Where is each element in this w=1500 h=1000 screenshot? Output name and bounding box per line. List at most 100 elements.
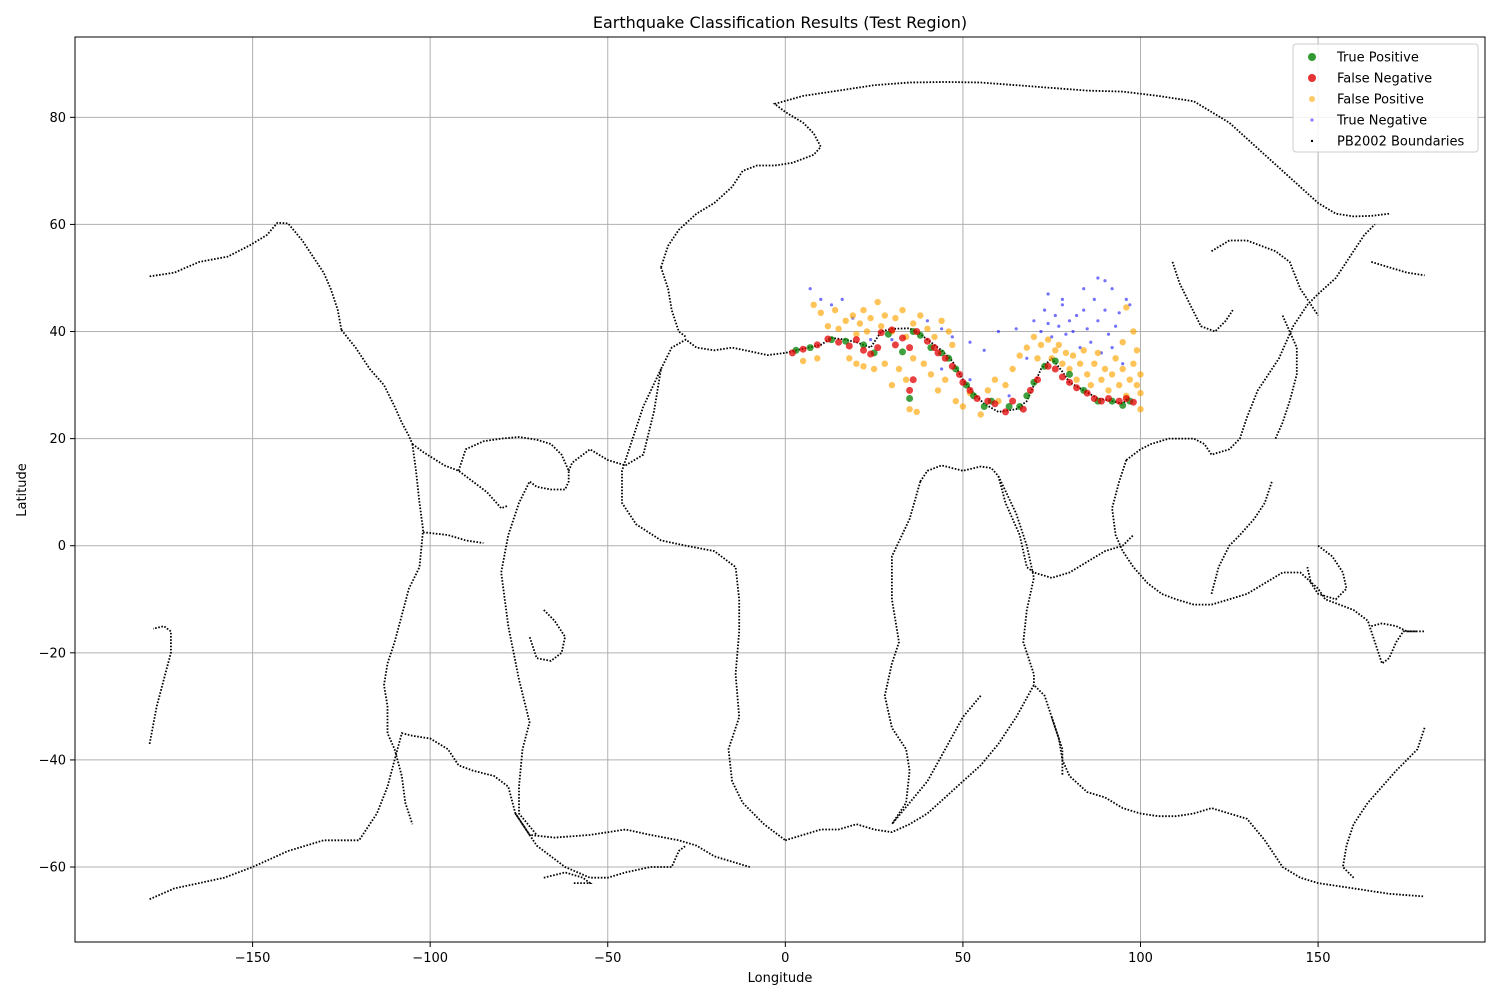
false-positive-point bbox=[1123, 304, 1130, 311]
legend-pb2002-boundaries: PB2002 Boundaries bbox=[1310, 135, 1464, 150]
false-positive-point bbox=[874, 298, 881, 306]
true-negative-point bbox=[1103, 279, 1107, 283]
true-negative-point bbox=[925, 319, 930, 323]
y-tick-label: −20 bbox=[39, 646, 66, 661]
true-negative-point bbox=[1103, 308, 1107, 312]
false-positive-point bbox=[1052, 347, 1059, 354]
false-positive-point bbox=[931, 333, 938, 341]
true-negative-point bbox=[890, 338, 894, 342]
true-negative-point bbox=[968, 378, 972, 382]
false-positive-point bbox=[1137, 406, 1144, 413]
true-negative-point bbox=[808, 287, 812, 291]
true-negative-point bbox=[1075, 313, 1079, 318]
plate-boundary-line bbox=[1125, 223, 1376, 461]
true-negative-point bbox=[1067, 319, 1072, 323]
false-negative-point bbox=[835, 338, 843, 346]
false-positive-point bbox=[831, 306, 839, 314]
legend-marker bbox=[1309, 96, 1315, 102]
true-negative-point bbox=[1032, 319, 1036, 323]
false-positive-point bbox=[853, 360, 860, 367]
x-tick-label: 50 bbox=[955, 951, 972, 966]
true-positive-point bbox=[842, 337, 850, 345]
false-positive-point bbox=[860, 363, 867, 370]
false-positive-point bbox=[824, 323, 832, 330]
y-tick-label: 80 bbox=[49, 111, 66, 126]
false-positive-point bbox=[942, 376, 949, 383]
plate-boundary-line bbox=[883, 481, 922, 825]
false-negative-point bbox=[824, 335, 832, 343]
false-positive-point bbox=[1098, 376, 1105, 383]
true-positive-point bbox=[906, 395, 914, 402]
true-negative-point bbox=[1124, 297, 1128, 301]
true-negative-point bbox=[1050, 335, 1054, 339]
true-negative-point bbox=[1014, 327, 1018, 331]
y-axis-label: Latitude bbox=[15, 463, 30, 517]
false-positive-point bbox=[849, 312, 856, 319]
false-negative-point bbox=[1034, 376, 1041, 384]
plate-boundary-line bbox=[1050, 716, 1064, 776]
false-negative-point bbox=[874, 344, 882, 352]
plate-boundary-line bbox=[997, 475, 1135, 579]
plate-boundary-line bbox=[514, 813, 687, 879]
true-negative-point bbox=[1007, 394, 1011, 398]
false-positive-point bbox=[906, 406, 913, 413]
true-negative-point bbox=[869, 338, 873, 342]
x-tick-label: 0 bbox=[781, 951, 789, 966]
false-positive-point bbox=[1119, 365, 1126, 373]
false-negative-point bbox=[845, 342, 853, 350]
plate-boundary-line bbox=[660, 81, 1390, 268]
false-negative-point bbox=[906, 386, 914, 394]
legend-label: True Negative bbox=[1336, 114, 1427, 129]
false-positive-point bbox=[1037, 341, 1045, 349]
false-negative-point bbox=[1083, 389, 1091, 397]
false-positive-point bbox=[842, 317, 849, 324]
false-positive-point bbox=[870, 365, 878, 373]
plate-boundary-line bbox=[567, 327, 1131, 472]
false-positive-point bbox=[846, 355, 853, 362]
false-positive-point bbox=[1105, 387, 1112, 394]
true-negative-point bbox=[1110, 287, 1114, 291]
false-negative-point bbox=[891, 341, 899, 349]
true-positive-point bbox=[1051, 357, 1059, 365]
y-tick-label: −60 bbox=[39, 861, 66, 876]
true-negative-point bbox=[1121, 362, 1125, 366]
true-negative-point bbox=[1043, 308, 1047, 312]
legend-true-negative: True Negative bbox=[1310, 114, 1427, 129]
false-positive-point bbox=[1116, 381, 1123, 389]
false-positive-point bbox=[1087, 381, 1095, 389]
false-positive-point bbox=[1137, 371, 1144, 378]
x-tick-label: 150 bbox=[1306, 951, 1331, 966]
true-negative-point bbox=[1057, 324, 1061, 328]
false-positive-point bbox=[799, 357, 807, 365]
legend-marker bbox=[1310, 139, 1314, 143]
false-negative-point bbox=[1009, 397, 1017, 405]
false-positive-point bbox=[1126, 376, 1134, 383]
plate-boundary-line bbox=[1211, 239, 1319, 316]
false-positive-point bbox=[1084, 371, 1091, 378]
false-positive-point bbox=[1130, 328, 1137, 335]
plate-boundary-line bbox=[1341, 727, 1426, 879]
true-negative-point bbox=[1110, 346, 1114, 350]
false-positive-point bbox=[1062, 349, 1070, 357]
false-positive-point bbox=[1069, 352, 1077, 359]
plate-boundary-line bbox=[891, 695, 982, 825]
false-positive-point bbox=[835, 325, 842, 332]
false-negative-point bbox=[941, 354, 949, 362]
false-negative-point bbox=[909, 376, 917, 384]
y-axis: −60 −40 −20 0 20 40 60 80 bbox=[39, 111, 75, 876]
chart-title: Earthquake Classification Results (Test … bbox=[593, 13, 967, 32]
false-positive-point bbox=[1119, 339, 1126, 346]
false-negative-point bbox=[1129, 398, 1137, 406]
false-negative-point bbox=[1122, 395, 1130, 402]
false-positive-point bbox=[1080, 347, 1087, 354]
false-positive-point bbox=[1101, 365, 1109, 373]
false-positive-point bbox=[856, 320, 864, 327]
false-positive-point bbox=[934, 387, 942, 394]
false-positive-point bbox=[892, 314, 899, 322]
true-positive-point bbox=[1066, 370, 1073, 378]
false-negative-point bbox=[877, 329, 885, 337]
true-negative-point bbox=[1114, 324, 1118, 328]
true-negative-point bbox=[1039, 329, 1043, 334]
